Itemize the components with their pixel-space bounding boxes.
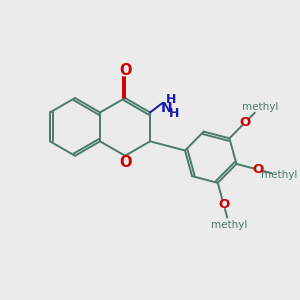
- Text: methyl: methyl: [211, 220, 248, 230]
- Text: methyl: methyl: [242, 102, 278, 112]
- Text: methyl: methyl: [261, 170, 297, 180]
- Text: O: O: [218, 198, 229, 211]
- Text: H: H: [169, 107, 179, 120]
- Text: O: O: [253, 163, 264, 176]
- Text: O: O: [240, 116, 251, 129]
- Text: O: O: [119, 154, 131, 169]
- Text: H: H: [166, 93, 176, 106]
- Text: O: O: [119, 63, 131, 78]
- Text: N: N: [160, 101, 172, 115]
